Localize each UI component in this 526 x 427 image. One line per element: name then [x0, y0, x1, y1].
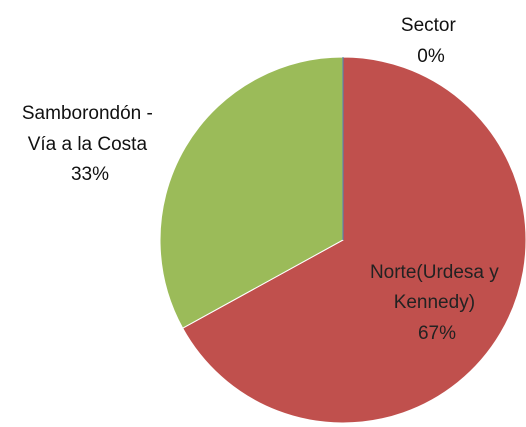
slice-label-norte: Norte(Urdesa y Kennedy) 67% [370, 262, 504, 344]
slice-label-norte-line-1: Norte(Urdesa y [370, 262, 499, 283]
slice-label-norte-line-2: Kennedy) [394, 292, 475, 313]
slice-label-norte-value: 67% [418, 323, 456, 344]
pie-slices [159, 56, 526, 424]
slice-label-sector-value: 0% [417, 46, 445, 67]
slice-label-samborondon-value: 33% [71, 164, 109, 185]
slice-label-samborondon: Samborondón - Vía a la Costa 33% [22, 103, 158, 185]
slice-label-samborondon-line-1: Samborondón - [22, 103, 153, 124]
slice-label-sector-line-1: Sector [401, 15, 457, 36]
slice-label-sector: Sector 0% [401, 15, 461, 67]
pie-slice-norte-urdesa-y-kennedy [181, 56, 526, 424]
slice-label-samborondon-line-2: Vía a la Costa [28, 134, 148, 155]
pie-slice-samborondon-via-a-la-costa [159, 56, 344, 329]
